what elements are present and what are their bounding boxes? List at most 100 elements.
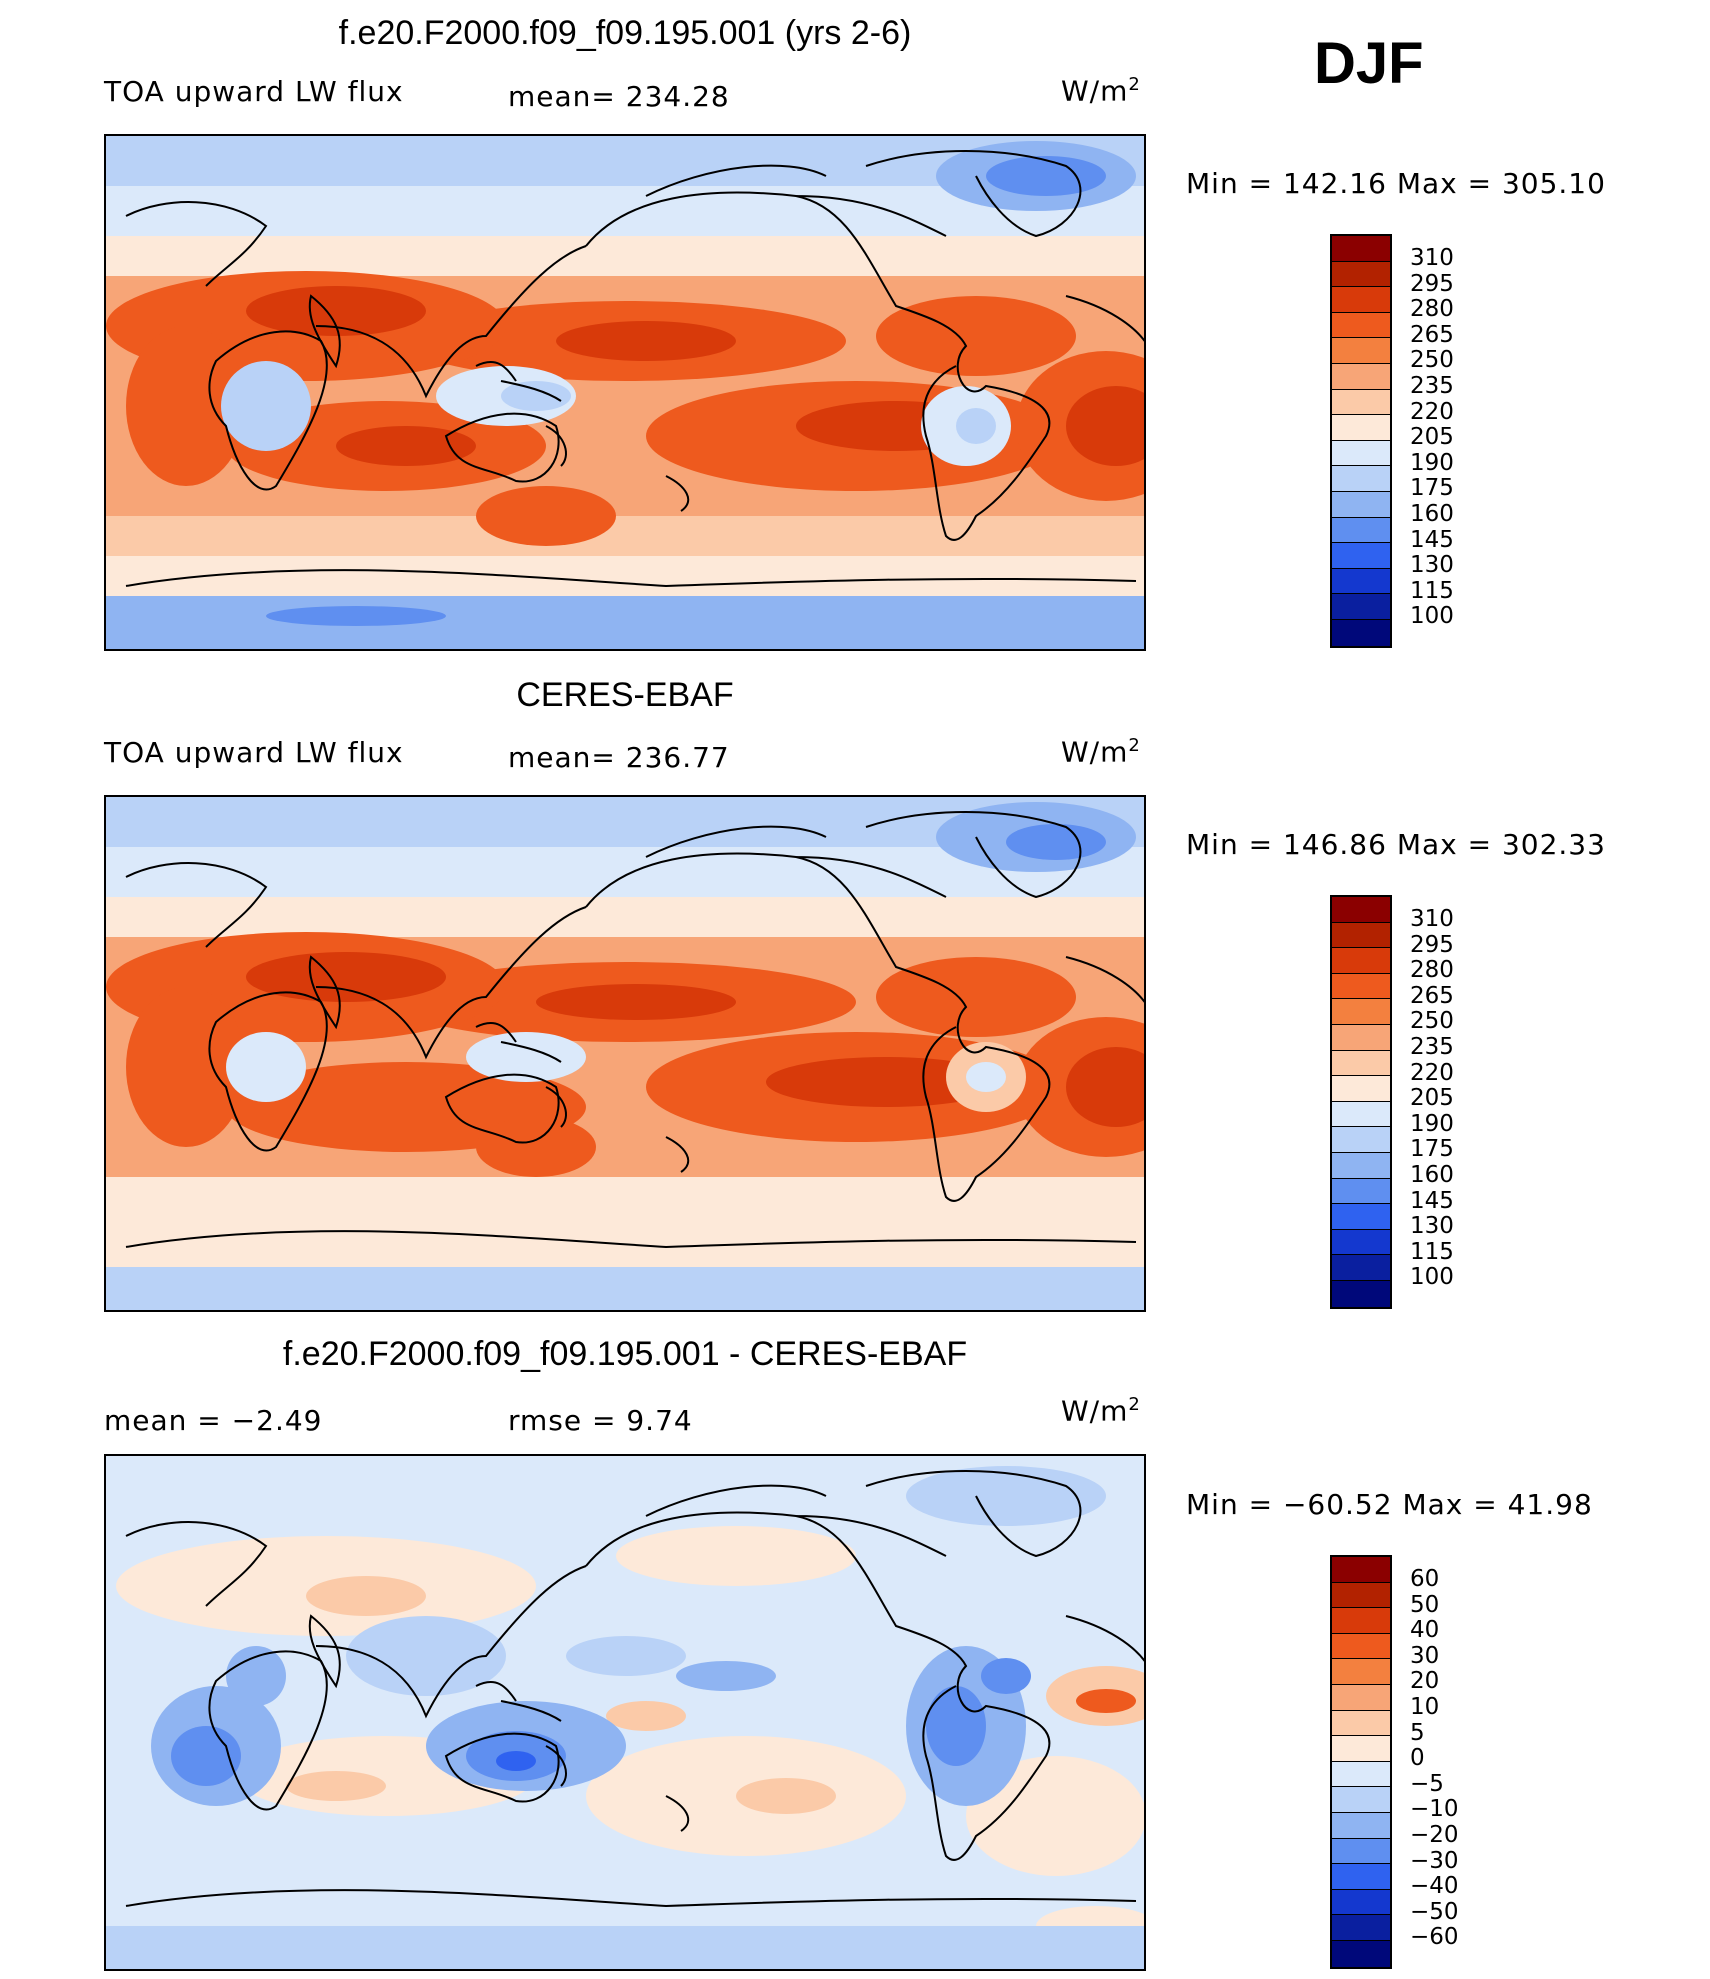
panel-2-map (104, 795, 1146, 1312)
colorbar-tick-label: −40 (1410, 1873, 1459, 1900)
colorbar-tick-label: 295 (1410, 270, 1454, 297)
colorbar-tick-label: 265 (1410, 982, 1454, 1009)
panel-3-minmax: Min = −60.52 Max = 41.98 (1186, 1488, 1593, 1521)
panel-2-title: CERES-EBAF (516, 676, 734, 714)
colorbar-swatch (1332, 897, 1390, 923)
panel-1-colorbar (1330, 234, 1392, 648)
colorbar-tick-label: 20 (1410, 1668, 1440, 1695)
colorbar-tick-label: 30 (1410, 1642, 1440, 1669)
colorbar-tick-label: 10 (1410, 1694, 1440, 1720)
colorbar-tick-label: 280 (1410, 957, 1454, 984)
colorbar-swatch (1332, 922, 1390, 949)
colorbar-swatch (1332, 1710, 1390, 1737)
colorbar-tick-label: 250 (1410, 347, 1454, 374)
colorbar-swatch (1332, 440, 1390, 467)
colorbar-swatch (1332, 338, 1390, 364)
colorbar-swatch (1332, 999, 1390, 1025)
colorbar-swatch (1332, 1152, 1390, 1179)
panel-1-map (104, 134, 1146, 651)
colorbar-swatch (1332, 1659, 1390, 1685)
panel-2-field (106, 797, 1144, 1310)
colorbar-tick-label: 160 (1410, 1162, 1454, 1188)
colorbar-swatch (1332, 1050, 1390, 1077)
colorbar-tick-label: 205 (1410, 424, 1454, 451)
colorbar-tick-label: 235 (1410, 373, 1454, 399)
colorbar-tick-label: 235 (1410, 1034, 1454, 1060)
colorbar-swatch (1332, 287, 1390, 313)
colorbar-tick-label: −30 (1410, 1847, 1459, 1874)
colorbar-swatch (1332, 261, 1390, 288)
colorbar-swatch (1332, 1024, 1390, 1051)
colorbar-swatch (1332, 1812, 1390, 1839)
colorbar-swatch (1332, 1178, 1390, 1205)
colorbar-tick-label: 280 (1410, 296, 1454, 323)
colorbar-swatch (1332, 415, 1390, 441)
colorbar-swatch (1332, 1889, 1390, 1916)
colorbar-swatch (1332, 1915, 1390, 1941)
colorbar-tick-label: −50 (1410, 1898, 1459, 1925)
colorbar-swatch (1332, 594, 1390, 620)
colorbar-swatch (1332, 517, 1390, 544)
panel-3-rmse-label: rmse = 9.74 (508, 1404, 693, 1437)
colorbar-tick-label: 115 (1410, 1238, 1454, 1265)
colorbar-tick-label: 115 (1410, 577, 1454, 604)
colorbar-swatch (1332, 236, 1390, 262)
colorbar-swatch (1332, 1280, 1390, 1307)
colorbar-swatch (1332, 1582, 1390, 1609)
colorbar-swatch (1332, 568, 1390, 595)
panel-1-variable-label: TOA upward LW flux (104, 75, 404, 108)
colorbar-swatch (1332, 389, 1390, 416)
colorbar-tick-label: 220 (1410, 398, 1454, 425)
colorbar-tick-label: 5 (1410, 1719, 1425, 1746)
colorbar-swatch (1332, 1255, 1390, 1281)
colorbar-tick-label: 50 (1410, 1591, 1440, 1618)
colorbar-swatch (1332, 1101, 1390, 1128)
colorbar-tick-label: −60 (1410, 1924, 1459, 1951)
colorbar-swatch (1332, 1736, 1390, 1762)
colorbar-swatch (1332, 1608, 1390, 1634)
colorbar-tick-label: 40 (1410, 1617, 1440, 1644)
colorbar-tick-label: 310 (1410, 906, 1454, 932)
colorbar-swatch (1332, 1557, 1390, 1583)
colorbar-swatch (1332, 543, 1390, 569)
colorbar-tick-label: 160 (1410, 501, 1454, 527)
colorbar-swatch (1332, 619, 1390, 646)
colorbar-swatch (1332, 312, 1390, 339)
panel-2-minmax: Min = 146.86 Max = 302.33 (1186, 828, 1606, 861)
colorbar-tick-label: 60 (1410, 1566, 1440, 1592)
colorbar-swatch (1332, 1940, 1390, 1967)
panel-3-map (104, 1454, 1146, 1971)
colorbar-tick-label: 175 (1410, 475, 1454, 502)
panel-3-colorbar (1330, 1555, 1392, 1969)
panel-3-mean-label: mean = −2.49 (104, 1404, 323, 1437)
colorbar-swatch (1332, 1761, 1390, 1788)
colorbar-tick-label: 190 (1410, 449, 1454, 476)
colorbar-swatch (1332, 1229, 1390, 1256)
panel-1-field (106, 136, 1144, 649)
colorbar-tick-label: 190 (1410, 1110, 1454, 1137)
colorbar-tick-label: 250 (1410, 1008, 1454, 1035)
panel-1-minmax: Min = 142.16 Max = 305.10 (1186, 167, 1606, 200)
colorbar-swatch (1332, 948, 1390, 974)
colorbar-tick-label: 0 (1410, 1745, 1425, 1772)
colorbar-tick-label: −10 (1410, 1796, 1459, 1823)
colorbar-tick-label: −20 (1410, 1822, 1459, 1848)
panel-3-title: f.e20.F2000.f09_f09.195.001 - CERES-EBAF (282, 1335, 968, 1373)
panel-2-units: W/m2 (1061, 735, 1141, 769)
colorbar-tick-label: 100 (1410, 603, 1454, 630)
colorbar-tick-label: 130 (1410, 1213, 1454, 1240)
panel-3-field (106, 1456, 1144, 1969)
colorbar-swatch (1332, 466, 1390, 492)
colorbar-swatch (1332, 973, 1390, 1000)
colorbar-tick-label: 265 (1410, 321, 1454, 348)
colorbar-tick-label: 205 (1410, 1085, 1454, 1112)
panel-1-mean-label: mean= 234.28 (508, 80, 730, 113)
panel-2-colorbar (1330, 895, 1392, 1309)
colorbar-swatch (1332, 1787, 1390, 1813)
colorbar-swatch (1332, 1838, 1390, 1865)
colorbar-tick-label: −5 (1410, 1770, 1444, 1797)
colorbar-swatch (1332, 1204, 1390, 1230)
colorbar-swatch (1332, 491, 1390, 518)
colorbar-tick-label: 145 (1410, 1187, 1454, 1214)
panel-3-units: W/m2 (1061, 1394, 1141, 1428)
